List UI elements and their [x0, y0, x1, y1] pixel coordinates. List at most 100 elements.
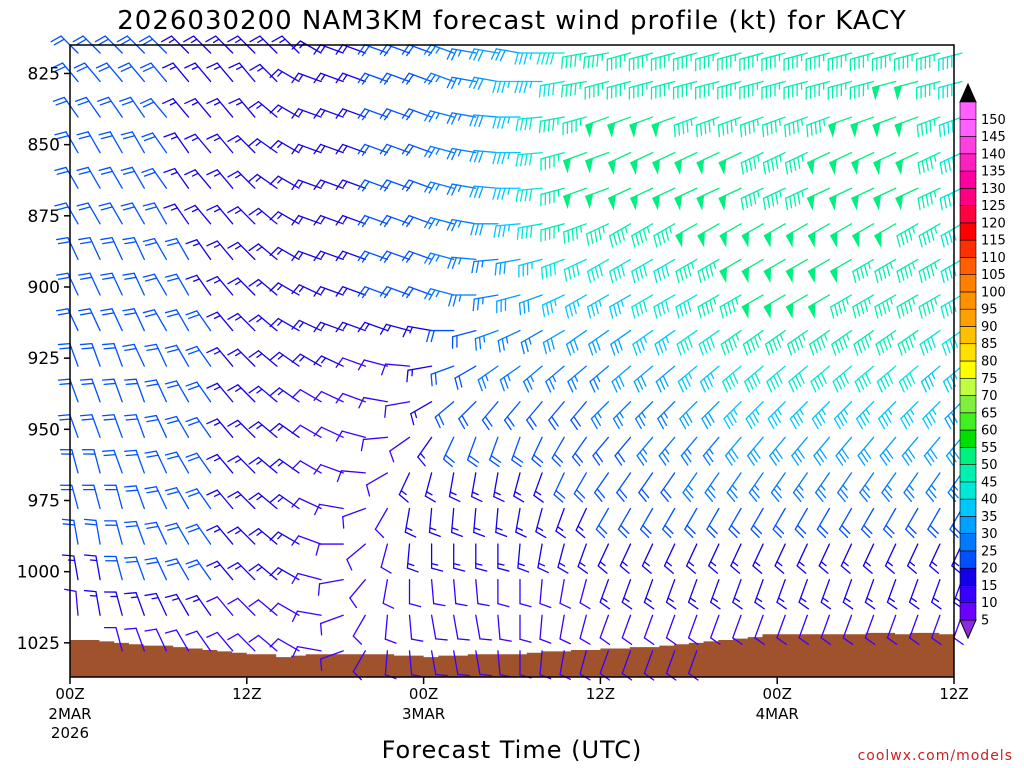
wind-barb — [227, 633, 256, 652]
wind-barb — [206, 62, 234, 83]
wind-barb — [571, 436, 587, 467]
wind-barb — [595, 507, 610, 539]
wind-barb — [739, 116, 764, 138]
wind-barb — [931, 614, 942, 646]
wind-barb — [142, 309, 168, 332]
wind-barb — [606, 80, 632, 100]
wind-barb — [228, 98, 256, 118]
wind-barb — [228, 62, 256, 83]
wind-barb — [163, 167, 190, 189]
wind-barb — [139, 62, 168, 83]
wind-barb — [629, 187, 654, 211]
wind-barb — [786, 329, 808, 356]
wind-barb — [227, 455, 256, 474]
wind-barb — [206, 560, 234, 581]
colorbar-label: 15 — [981, 579, 998, 594]
credit-text: coolwx.com/models — [858, 748, 1013, 764]
wind-barb — [857, 436, 875, 466]
colorbar-swatch — [959, 222, 977, 241]
wind-barb — [100, 272, 123, 296]
wind-barb — [83, 554, 101, 581]
wind-barb — [144, 343, 168, 367]
wind-barb — [470, 472, 483, 503]
wind-barb — [838, 507, 853, 539]
wind-barb — [335, 214, 366, 226]
colorbar-label: 120 — [981, 216, 1006, 231]
wind-barb — [761, 52, 786, 72]
wind-barb — [584, 80, 610, 100]
wind-barb — [248, 314, 278, 332]
wind-barb — [851, 223, 875, 248]
wind-barb — [144, 628, 168, 652]
wind-barb — [540, 223, 565, 243]
wind-barb — [319, 614, 344, 636]
colorbar-label: 85 — [981, 337, 998, 352]
wind-barb — [916, 80, 941, 100]
wind-barb — [585, 223, 610, 246]
wind-barb — [269, 211, 300, 225]
colorbar: 5 10 15 20 25 30 35 40 45 50 55 60 65 70 75 80 85 90 95 100… — [959, 82, 1006, 640]
wind-barb — [745, 401, 764, 430]
wind-barb — [611, 365, 632, 393]
wind-barb — [589, 365, 610, 393]
colorbar-min-arrow — [959, 619, 977, 640]
wind-barb — [76, 166, 101, 189]
wind-barb — [754, 579, 765, 610]
wind-barb — [424, 110, 455, 123]
wind-barb — [535, 507, 547, 539]
wind-barb — [871, 80, 897, 101]
wind-barb — [357, 143, 389, 156]
wind-barb — [833, 401, 853, 430]
wind-barb — [81, 449, 101, 474]
wind-barb — [764, 329, 786, 356]
wind-barb — [206, 204, 234, 225]
wind-barb — [829, 223, 853, 248]
wind-barb — [492, 80, 521, 94]
wind-barb — [335, 286, 366, 297]
wind-barb — [497, 543, 510, 572]
wind-barb — [497, 579, 510, 608]
wind-barb — [358, 396, 389, 409]
wind-barb — [860, 507, 875, 539]
colorbar-swatch — [959, 205, 977, 224]
wind-barb — [357, 286, 389, 299]
y-tick-label: 875 — [28, 207, 60, 227]
wind-barb — [632, 329, 654, 356]
wind-barb — [206, 631, 234, 652]
wind-barb — [291, 646, 322, 658]
wind-barb — [672, 52, 698, 72]
colorbar-label: 110 — [981, 251, 1006, 266]
colorbar-swatch — [959, 343, 977, 362]
wind-barb — [653, 258, 676, 284]
wind-barb — [577, 543, 589, 574]
wind-barb — [741, 223, 764, 248]
wind-barb — [424, 181, 455, 194]
wind-barb — [227, 348, 256, 367]
wind-barb — [493, 223, 521, 238]
colorbar-swatch — [959, 550, 977, 569]
wind-barb — [499, 365, 521, 392]
wind-barb — [291, 179, 322, 190]
wind-barb — [593, 472, 610, 502]
colorbar-label: 55 — [981, 441, 998, 456]
wind-barb — [206, 596, 234, 616]
wind-barb — [291, 610, 322, 623]
wind-barb — [184, 62, 212, 83]
x-tick-date: 2MAR — [48, 705, 91, 723]
wind-barb — [905, 507, 919, 539]
wind-barb — [122, 308, 145, 332]
wind-barb — [908, 614, 920, 646]
colorbar-label: 30 — [981, 527, 998, 542]
wind-barb — [772, 507, 786, 539]
wind-barb — [313, 44, 344, 55]
wind-barb — [650, 80, 676, 100]
wind-barb — [365, 472, 389, 497]
wind-barb — [335, 321, 366, 333]
wind-barb — [124, 592, 145, 616]
wind-barb — [492, 187, 521, 200]
wind-barb — [248, 350, 278, 367]
colorbar-label: 115 — [981, 234, 1006, 249]
wind-barb — [52, 96, 79, 118]
wind-barb — [923, 436, 941, 466]
wind-barb — [873, 187, 897, 211]
